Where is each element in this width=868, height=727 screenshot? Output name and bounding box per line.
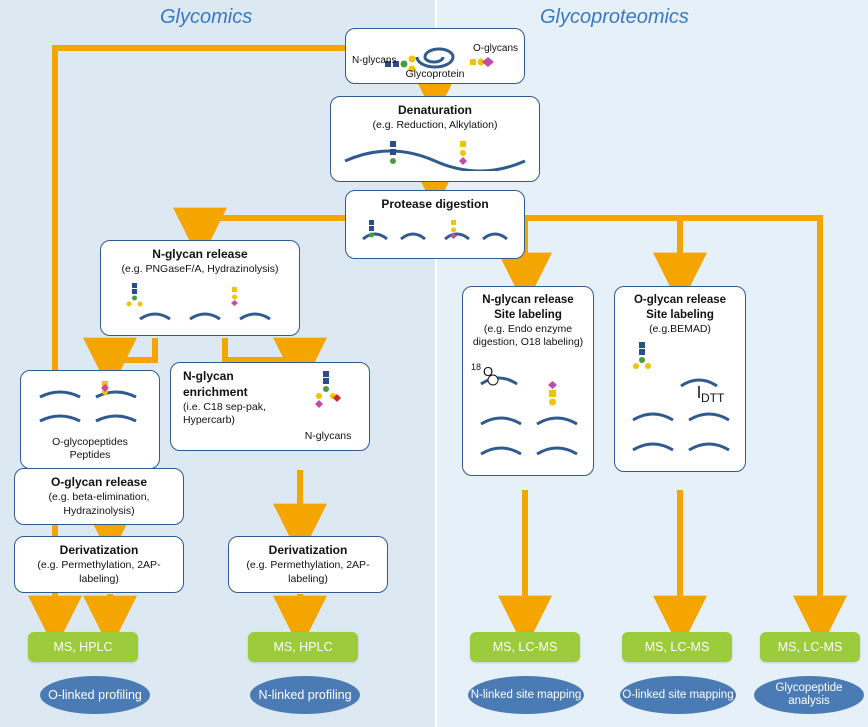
outcome-n-site-mapping: N-linked site mapping [468,676,584,714]
o-release-sub: (e.g. beta-elimination, Hydrazinolysis) [49,491,150,517]
result-ms-hplc-1: MS, HPLC [28,632,138,662]
node-protease: Protease digestion [345,190,525,259]
deriv-left-title: Derivatization [60,543,139,557]
label-glycoprotein: Glycoprotein [346,68,524,81]
denaturation-title: Denaturation [398,103,472,117]
node-derivatization-right: Derivatization (e.g. Permethylation, 2AP… [228,536,388,593]
node-gp-o-release: O-glycan release Site labeling (e.g.BEMA… [614,286,746,472]
label-o-glycopeptides: O-glycopeptides [29,436,151,449]
node-glycoprotein: N-glycans O-glycans Glycoprotein [345,28,525,84]
gp-o-sub: (e.g.BEMAD) [649,323,711,335]
n-release-title: N-glycan release [152,247,247,261]
section-title-glycoproteomics: Glycoproteomics [540,6,689,29]
node-denaturation: Denaturation (e.g. Reduction, Alkylation… [330,96,540,182]
result-ms-lcms-3: MS, LC-MS [760,632,860,662]
protease-title: Protease digestion [381,197,488,211]
svg-text:18: 18 [471,362,481,372]
label-n-glycans: N-glycans [352,55,396,68]
section-title-glycomics: Glycomics [160,6,252,29]
label-peptides: Peptides [29,449,151,462]
gp-n-icon: 18O [471,354,589,464]
gp-n-sub: (e.g. Endo enzyme digestion, O18 labelin… [473,323,583,349]
denatured-peptide-icon [340,137,530,171]
gp-n-title: N-glycan release Site labeling [482,294,573,321]
digested-peptides-icon [355,217,515,247]
result-ms-hplc-2: MS, HPLC [248,632,358,662]
node-n-glycan-release: N-glycan release (e.g. PNGaseF/A, Hydraz… [100,240,300,336]
o-glycopeptides-icon [30,381,150,431]
node-derivatization-left: Derivatization (e.g. Permethylation, 2AP… [14,536,184,593]
deriv-right-title: Derivatization [269,543,348,557]
result-ms-lcms-1: MS, LC-MS [470,632,580,662]
node-n-glycan-enrichment: N-glycan enrichment (i.e. C18 sep-pak, H… [170,362,370,451]
deriv-left-sub: (e.g. Permethylation, 2AP-labeling) [37,559,160,585]
node-gp-n-release: N-glycan release Site labeling (e.g. End… [462,286,594,476]
outcome-o-site-mapping: O-linked site mapping [620,676,736,714]
n-release-icon [110,281,290,325]
n-glycans-free-icon [303,369,353,425]
outcome-o-profiling: O-linked profiling [40,676,150,714]
outcome-glycopeptide: Glycopeptide analysis [754,676,864,714]
outcome-n-profiling: N-linked profiling [250,676,360,714]
label-o-glycans: O-glycans [473,43,518,56]
n-enrich-sub: (i.e. C18 sep-pak, Hypercarb) [183,401,266,427]
n-release-sub: (e.g. PNGaseF/A, Hydrazinolysis) [122,263,279,275]
label-n-glycans-free: N-glycans [296,430,360,443]
node-o-glycan-release: O-glycan release (e.g. beta-elimination,… [14,468,184,525]
deriv-right-sub: (e.g. Permethylation, 2AP-labeling) [246,559,369,585]
diagram-canvas: Glycomics Glycoproteomics [0,0,868,727]
o-release-title: O-glycan release [51,475,147,489]
gp-o-title: O-glycan release Site labeling [634,294,726,321]
n-enrich-title: N-glycan enrichment [183,369,248,399]
result-ms-lcms-2: MS, LC-MS [622,632,732,662]
gp-o-icon: DTT [623,340,741,460]
denaturation-sub: (e.g. Reduction, Alkylation) [373,119,498,131]
svg-text:DTT: DTT [701,391,725,405]
node-o-glycopeptides: O-glycopeptides Peptides [20,370,160,469]
